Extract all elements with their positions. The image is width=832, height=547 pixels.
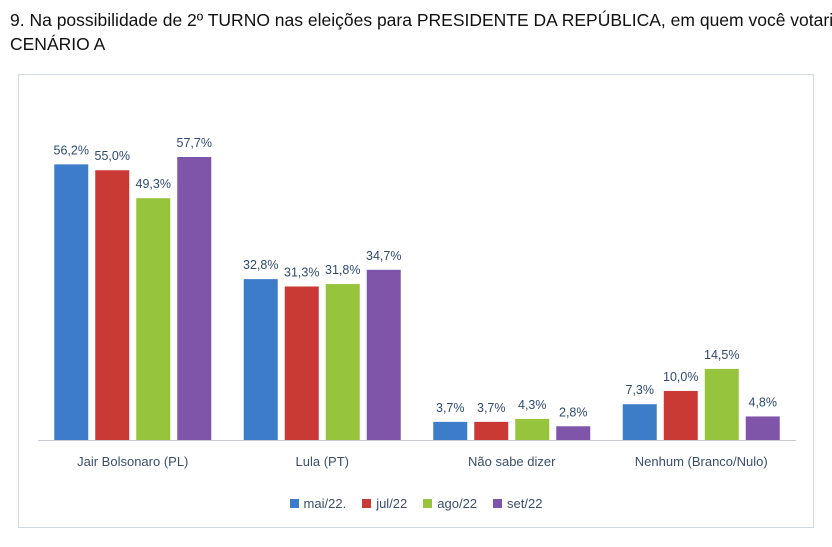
data-label: 34,7% [366,249,401,263]
data-label: 4,3% [518,398,547,412]
legend-item: set/22 [493,496,542,511]
category-label: Não sabe dizer [468,454,556,469]
data-label: 57,7% [177,136,212,150]
bar [325,284,360,440]
data-label: 4,8% [749,395,778,409]
bar [54,164,89,440]
data-label: 31,8% [325,263,360,277]
data-label: 7,3% [626,383,655,397]
data-label: 32,8% [243,258,278,272]
bar [366,269,401,440]
legend-label: jul/22 [376,496,408,511]
bar [284,286,319,440]
legend-swatch [289,499,299,508]
legend-swatch [493,499,503,508]
data-label: 56,2% [54,143,89,157]
bar [243,279,278,440]
bar [136,198,171,440]
bar [663,390,698,440]
data-label: 2,8% [559,405,588,419]
bar [433,421,468,440]
data-label: 10,0% [663,370,698,384]
bar [474,421,509,440]
chart-title: 9. Na possibilidade de 2º TURNO nas elei… [10,8,832,56]
bar [95,170,130,441]
legend-label: ago/22 [437,496,478,511]
title-line-1: 9. Na possibilidade de 2º TURNO nas elei… [10,10,832,30]
bar [745,416,780,440]
category-label: Jair Bolsonaro (PL) [77,454,188,469]
legend-swatch [362,499,372,508]
bar [177,157,212,440]
legend-label: mai/22. [303,496,347,511]
bar [622,404,657,440]
bar [704,368,739,440]
data-label: 3,7% [436,401,465,415]
legend-label: set/22 [507,496,543,511]
legend-item: mai/22. [289,496,347,511]
chart-legend: mai/22. jul/22 ago/22 set/22 [0,496,832,511]
legend-item: ago/22 [423,496,477,511]
data-label: 49,3% [136,177,171,191]
bar [556,426,591,440]
title-line-2: CENÁRIO A [10,34,106,54]
data-label: 31,3% [284,265,319,279]
legend-item: jul/22 [362,496,407,511]
data-label: 14,5% [704,348,739,362]
category-label: Lula (PT) [296,454,349,469]
data-label: 55,0% [95,149,130,163]
category-label: Nenhum (Branco/Nulo) [635,454,768,469]
bar [515,418,550,440]
legend-swatch [423,499,433,508]
data-label: 3,7% [477,401,506,415]
